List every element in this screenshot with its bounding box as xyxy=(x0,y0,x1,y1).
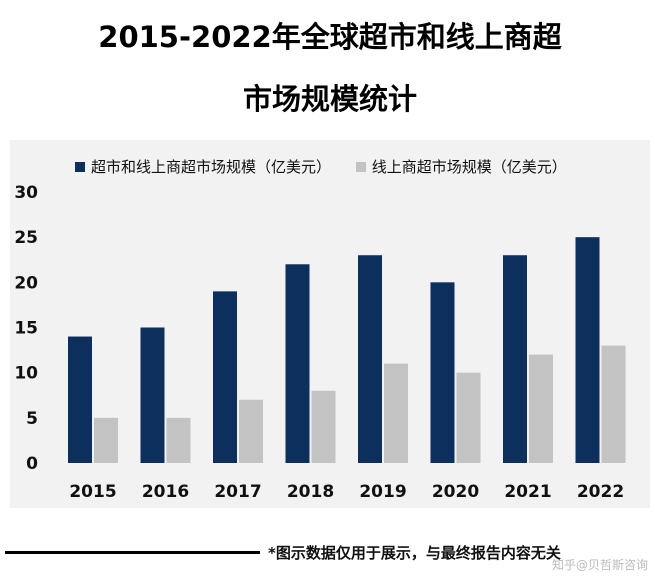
y-tick-label: 25 xyxy=(14,228,38,248)
bar-online-2019 xyxy=(384,363,408,463)
legend-label-series1: 超市和线上商超市场规模（亿美元） xyxy=(91,158,332,176)
bar-online-2018 xyxy=(311,390,336,463)
bar-online-2022 xyxy=(601,345,626,463)
legend-item-series1: 超市和线上商超市场规模（亿美元） xyxy=(75,156,331,177)
y-tick-label: 20 xyxy=(14,273,38,293)
y-tick-label: 30 xyxy=(14,183,38,203)
y-tick-label: 0 xyxy=(26,454,38,474)
source-watermark: 知乎@贝哲斯咨询 xyxy=(551,558,648,572)
legend-swatch-series2 xyxy=(355,161,366,172)
chart-title-line2: 市场规模统计 xyxy=(242,82,417,116)
bar-total-2017 xyxy=(213,291,237,463)
bar-online-2017 xyxy=(239,399,263,463)
x-tick-label: 2021 xyxy=(504,482,551,502)
x-tick-label: 2015 xyxy=(69,482,116,502)
bar-online-2020 xyxy=(456,372,481,463)
bar-total-2022 xyxy=(575,237,600,463)
legend-swatch-series1 xyxy=(75,161,85,172)
y-tick-label: 15 xyxy=(14,319,38,339)
x-tick-label: 2018 xyxy=(287,482,334,502)
y-tick-label: 5 xyxy=(26,409,38,429)
x-tick-label: 2020 xyxy=(432,482,479,502)
bar-online-2016 xyxy=(166,417,191,463)
y-tick-label: 10 xyxy=(14,364,38,384)
footer-note: *图示数据仅用于展示，与最终报告内容无关 xyxy=(268,544,561,562)
bar-online-2015 xyxy=(94,417,118,463)
footer-divider xyxy=(5,551,260,554)
bar-online-2021 xyxy=(529,354,553,463)
x-tick-label: 2022 xyxy=(577,482,624,502)
bar-total-2021 xyxy=(503,255,527,463)
x-tick-label: 2019 xyxy=(359,482,406,502)
bar-total-2015 xyxy=(68,336,92,463)
chart-title-line1: 2015-2022年全球超市和线上商超 xyxy=(98,20,562,54)
bar-total-2020 xyxy=(430,282,455,463)
legend-label-series2: 线上商超市场规模（亿美元） xyxy=(371,158,567,176)
x-tick-label: 2017 xyxy=(214,482,261,502)
bar-total-2019 xyxy=(358,255,382,463)
bar-total-2016 xyxy=(140,327,165,463)
chart-legend: 超市和线上商超市场规模（亿美元） 线上商超市场规模（亿美元） xyxy=(75,156,587,177)
bar-total-2018 xyxy=(285,264,310,463)
x-tick-label: 2016 xyxy=(142,482,189,502)
legend-item-series2: 线上商超市场规模（亿美元） xyxy=(355,156,567,177)
